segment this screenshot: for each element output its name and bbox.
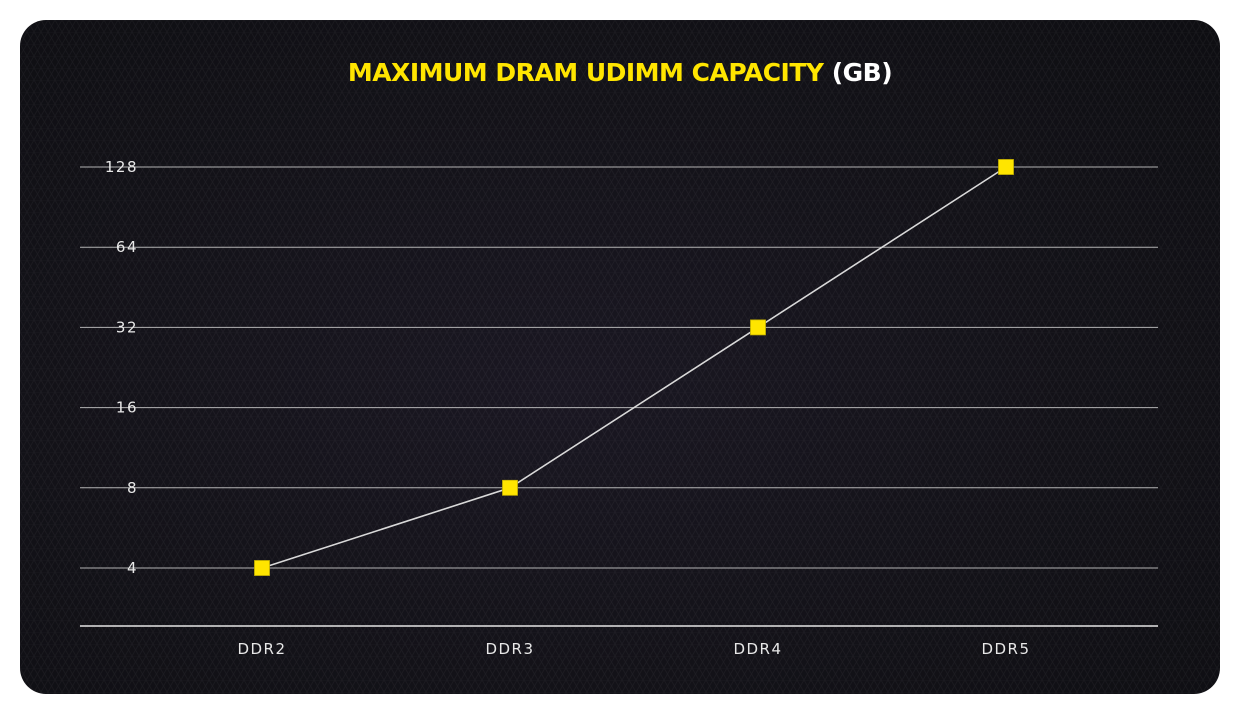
x-tick-label: DDR2 [237, 640, 286, 658]
x-tick-label: DDR4 [733, 640, 782, 658]
x-tick-label: DDR5 [981, 640, 1030, 658]
x-tick-label: DDR3 [485, 640, 534, 658]
y-tick-label: 8 [127, 479, 138, 497]
x-tick-labels: DDR2 DDR3 DDR4 DDR5 [237, 640, 1030, 658]
series [254, 159, 1014, 576]
y-tick-label: 128 [105, 158, 138, 176]
chart-title: MAXIMUM DRAM UDIMM CAPACITY (GB) [20, 58, 1220, 87]
line-chart: 4 8 16 32 64 128 DDR2 DDR3 DDR4 DDR5 [80, 158, 1158, 658]
gridlines [80, 166, 1158, 569]
data-point-DDR5 [998, 159, 1014, 175]
chart-card: MAXIMUM DRAM UDIMM CAPACITY (GB) 4 8 16 32 6… [20, 20, 1220, 694]
series-line [261, 166, 1007, 569]
data-point-DDR3 [502, 479, 518, 496]
y-tick-label: 4 [127, 559, 138, 577]
chart-title-main: MAXIMUM DRAM UDIMM CAPACITY [347, 58, 824, 87]
data-point-DDR4 [750, 319, 766, 336]
chart-title-unit: (GB) [831, 58, 893, 87]
background-pattern [20, 20, 1220, 694]
data-point-DDR2 [254, 560, 270, 576]
y-tick-label: 16 [116, 399, 138, 417]
y-tick-label: 64 [116, 238, 138, 256]
y-tick-labels: 4 8 16 32 64 128 [105, 158, 138, 577]
y-tick-label: 32 [116, 318, 138, 336]
